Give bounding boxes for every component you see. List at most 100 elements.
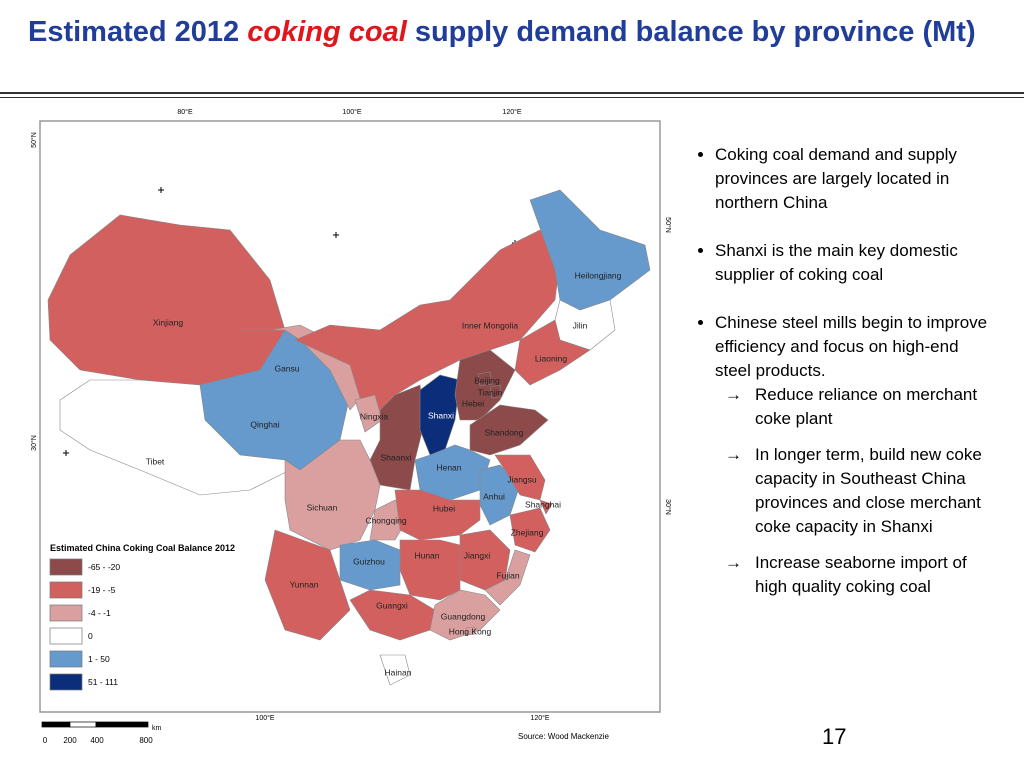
province-label: Tianjin (478, 387, 503, 397)
province (484, 549, 531, 606)
sub-marker: → (725, 445, 742, 464)
bullets: Coking coal demand and supply provinces … (695, 143, 995, 599)
graticule-label: 30°N (30, 435, 38, 451)
province-labels: Xinjiang Tibet Qinghai Gansu Inner Mongolia H… (146, 270, 622, 677)
legend-swatch (49, 627, 83, 645)
bullet: Coking coal demand and supply provinces … (715, 143, 995, 215)
province-label: Liaoning (535, 353, 567, 363)
province-label: Henan (436, 462, 461, 472)
title-rule (0, 92, 1024, 94)
map: Xinjiang Tibet Qinghai Gansu Inner Mongolia H… (30, 108, 672, 745)
scale-label: 400 (90, 736, 104, 745)
province (469, 404, 549, 456)
scale-bar (95, 721, 149, 728)
sub-bullet-text: In longer term, build new coke capacity … (755, 445, 982, 536)
graticule-label: 30°N (664, 499, 672, 515)
province (509, 507, 551, 553)
scale-label: 200 (63, 736, 77, 745)
scale-unit: km (152, 725, 162, 732)
province-label: Hebei (462, 398, 484, 408)
bullet-text: Coking coal demand and supply provinces … (715, 145, 957, 212)
province-label: Heilongjiang (575, 270, 622, 280)
province (394, 489, 481, 541)
province-label: Hubei (433, 503, 455, 513)
page-number: 17 (822, 724, 847, 749)
scale-label: 800 (139, 736, 153, 745)
slide-title: Estimated 2012 coking coal supply demand… (28, 14, 988, 51)
province (539, 499, 553, 515)
graticule-label: 120°E (530, 714, 549, 722)
sub-bullet-text: Increase seaborne import of high quality… (755, 553, 967, 596)
province-label: Jiangsu (507, 474, 537, 484)
province (284, 439, 381, 551)
province-label: Shanghai (525, 499, 561, 509)
province-label: Guangxi (376, 600, 408, 610)
title-highlight: coking coal (247, 16, 407, 48)
graticule-label: 80°E (177, 108, 193, 116)
province-label: Anhui (483, 491, 505, 501)
legend-label: 1 - 50 (88, 654, 110, 664)
bullet-list: Coking coal demand and supply provinces … (695, 143, 995, 623)
title-rule (0, 97, 1024, 98)
province (199, 329, 351, 471)
province (529, 189, 651, 311)
graticule-label: 50°N (664, 217, 672, 233)
province-label: Tibet (146, 456, 165, 466)
legend-label: -65 - -20 (88, 562, 120, 572)
sub-bullet: → Increase seaborne import of high qualit… (725, 551, 995, 599)
sub-bullet: → In longer term, build new coke capacity… (725, 443, 995, 539)
provinces (47, 189, 651, 686)
legend-swatch (49, 558, 83, 576)
title-end: supply demand balance by province (Mt) (414, 16, 976, 48)
province-label: Sichuan (307, 502, 338, 512)
province (399, 539, 461, 601)
legend-label: -19 - -5 (88, 585, 116, 595)
sub-bullet: → Reduce reliance on merchant coke plant (725, 383, 995, 431)
province-label: Hainan (385, 667, 412, 677)
province (514, 319, 591, 386)
province-label: Chongqing (365, 515, 406, 525)
province-label: Guizhou (353, 556, 385, 566)
province (419, 374, 461, 456)
map-source: Source: Wood Mackenzie (518, 732, 610, 741)
legend-swatch (49, 650, 83, 668)
province-label: Shaanxi (381, 452, 412, 462)
sub-marker: → (725, 385, 742, 404)
scale-bar (41, 721, 71, 728)
province-label: Jiangxi (464, 550, 491, 560)
sub-bullet-text: Reduce reliance on merchant coke plant (755, 385, 978, 428)
sub-marker: → (725, 553, 742, 572)
province-label: Shanxi (428, 410, 454, 420)
province-label: Jilin (573, 320, 588, 330)
province-label: Gansu (274, 363, 299, 373)
bullet: Shanxi is the main key domestic supplier… (715, 239, 995, 287)
scale-label: 0 (43, 736, 48, 745)
graticule-label: 120°E (502, 108, 521, 116)
bullet: Chinese steel mills begin to improve eff… (715, 311, 995, 599)
province-label: Xinjiang (153, 317, 184, 327)
legend-title: Estimated China Coking Coal Balance 2012 (50, 543, 235, 553)
legend-swatch (49, 581, 83, 599)
province (264, 529, 351, 641)
province (489, 384, 503, 399)
legend-label: 51 - 111 (88, 677, 118, 687)
title-start: Estimated 2012 (28, 16, 240, 48)
legend-label: -4 - -1 (88, 608, 111, 618)
province (465, 626, 476, 636)
legend-swatch (49, 604, 83, 622)
province-label: Guangdong (441, 611, 486, 621)
province (477, 371, 493, 387)
bullet-text: Shanxi is the main key domestic supplier… (715, 241, 958, 284)
bullet-text: Chinese steel mills begin to improve eff… (715, 313, 988, 380)
province-label: Zhejiang (511, 527, 544, 537)
province-label: Beijing (474, 375, 500, 385)
graticule-label: 100°E (342, 108, 361, 116)
province (369, 384, 426, 491)
legend-label: 0 (88, 631, 93, 641)
scale-bar (69, 721, 97, 728)
graticule-label: 100°E (255, 714, 274, 722)
province-label: Hunan (414, 550, 439, 560)
legend-swatch (49, 673, 83, 691)
province-label: Ningxia (360, 411, 389, 421)
sub-bullets: → Reduce reliance on merchant coke plant →… (715, 383, 995, 599)
